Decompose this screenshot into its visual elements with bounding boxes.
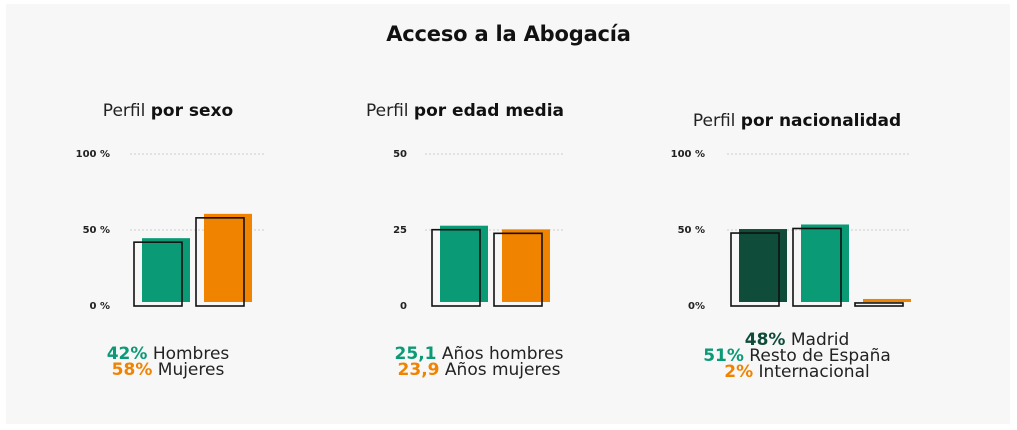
subtitle-prefix: Perfil <box>365 101 414 121</box>
subtitle-bold: por edad media <box>413 101 565 121</box>
y-tick-label: 0 % <box>90 301 110 312</box>
main-title: Acceso a la Abogacía <box>386 22 631 46</box>
y-tick-label: 25 <box>393 225 407 236</box>
legend-item-madrid: 48% Madrid <box>744 330 850 350</box>
legend-item-internacional: 2% Internacional <box>724 362 870 382</box>
y-tick-label: 0% <box>688 301 705 312</box>
legend-item-anos-hombres: 25,1 Años hombres <box>394 344 564 364</box>
subtitle-prefix: Perfil <box>692 111 741 131</box>
legend-item-anos-mujeres: 23,9 Años mujeres <box>397 360 561 380</box>
legend-age: 25,1 Años hombres 23,9 Años mujeres <box>394 344 564 380</box>
bar-outline-1 <box>493 232 543 307</box>
bar-outline-2 <box>854 302 904 307</box>
y-tick-label: 50 % <box>83 225 110 236</box>
legend-item-resto-espana: 51% Resto de España <box>703 346 891 366</box>
bar-outline-1 <box>195 217 245 307</box>
y-tick-label: 100 % <box>76 149 110 160</box>
chart-age: 50 25 0 <box>393 149 565 312</box>
subtitle-bold: por sexo <box>150 101 234 121</box>
y-tick-label: 100 % <box>671 149 705 160</box>
y-tick-label: 50 % <box>678 225 705 236</box>
bar-fill-0 <box>142 238 190 302</box>
bar-outline-0 <box>730 232 780 307</box>
legend-nationality: 48% Madrid 51% Resto de España 2% Intern… <box>703 330 891 382</box>
bar-outline-0 <box>431 228 481 307</box>
legend-item-hombres: 42% Hombres <box>106 344 230 364</box>
chart-background <box>6 4 1010 424</box>
bar-outline-0 <box>133 241 183 307</box>
chart-sex: 100 % 50 % 0 % <box>76 149 265 312</box>
panel-subtitle-sex: Perfil por sexo <box>103 101 233 121</box>
y-tick-label: 0 <box>400 301 407 312</box>
bar-fill-2 <box>863 298 911 302</box>
y-tick-label: 50 <box>393 149 407 160</box>
panel-subtitle-nationality: Perfil por nacionalidad <box>693 111 901 131</box>
legend-item-mujeres: 58% Mujeres <box>111 360 225 380</box>
subtitle-prefix: Perfil <box>102 101 151 121</box>
bar-fill-1 <box>204 213 252 302</box>
chart-nationality: 100 % 50 % 0% <box>671 149 911 312</box>
panel-subtitle-age: Perfil por edad media <box>366 101 564 121</box>
legend-sex: 42% Hombres 58% Mujeres <box>106 344 230 380</box>
bar-outline-1 <box>792 227 842 307</box>
subtitle-bold: por nacionalidad <box>740 111 902 131</box>
